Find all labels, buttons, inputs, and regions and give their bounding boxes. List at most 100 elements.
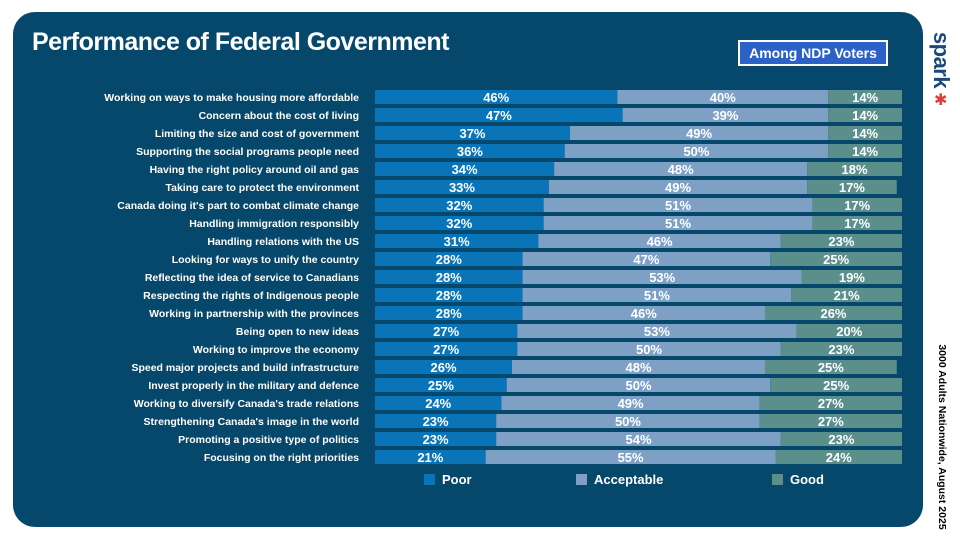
- category-label: Working to improve the economy: [193, 344, 359, 356]
- bar-poor: [375, 288, 523, 302]
- data-label-good: 25%: [823, 252, 849, 267]
- data-label-poor: 33%: [449, 180, 475, 195]
- bar-poor: [375, 198, 544, 212]
- data-label-acceptable: 50%: [625, 378, 651, 393]
- data-label-good: 14%: [852, 126, 878, 141]
- category-label: Handling immigration responsibly: [189, 218, 359, 230]
- bar-acceptable: [496, 414, 760, 428]
- data-label-poor: 28%: [436, 270, 462, 285]
- data-label-acceptable: 51%: [644, 288, 670, 303]
- category-label: Promoting a positive type of politics: [178, 434, 359, 446]
- bar-poor: [375, 162, 555, 176]
- category-label: Strengthening Canada's image in the worl…: [144, 416, 359, 428]
- bar-good: [780, 234, 902, 248]
- category-label: Focusing on the right priorities: [204, 452, 359, 464]
- data-label-good: 17%: [839, 180, 865, 195]
- bar-poor: [375, 144, 565, 158]
- data-label-acceptable: 40%: [710, 90, 736, 105]
- data-label-good: 21%: [834, 288, 860, 303]
- category-label: Speed major projects and build infrastru…: [131, 362, 359, 374]
- category-label: Supporting the social programs people ne…: [136, 146, 359, 158]
- data-label-good: 14%: [852, 144, 878, 159]
- data-label-poor: 27%: [433, 324, 459, 339]
- bar-poor: [375, 306, 523, 320]
- data-label-acceptable: 49%: [665, 180, 691, 195]
- data-label-poor: 28%: [436, 252, 462, 267]
- bar-poor: [375, 450, 486, 464]
- bar-acceptable: [622, 108, 829, 122]
- data-label-good: 24%: [826, 450, 852, 465]
- data-label-poor: 23%: [423, 432, 449, 447]
- data-label-good: 23%: [828, 234, 854, 249]
- bar-acceptable: [512, 360, 765, 374]
- bar-poor: [375, 396, 502, 410]
- data-label-poor: 28%: [436, 306, 462, 321]
- bar-good: [775, 450, 902, 464]
- category-label: Being open to new ideas: [236, 326, 359, 338]
- bar-acceptable: [522, 252, 771, 266]
- bar-acceptable: [554, 162, 808, 176]
- category-label: Working to diversify Canada's trade rela…: [134, 398, 359, 410]
- data-label-poor: 26%: [430, 360, 456, 375]
- data-label-acceptable: 51%: [665, 198, 691, 213]
- data-label-acceptable: 49%: [618, 396, 644, 411]
- bar-poor: [375, 234, 539, 248]
- legend-swatch-poor: [424, 474, 435, 485]
- bar-good: [807, 180, 897, 194]
- bar-good: [807, 162, 902, 176]
- legend-label-acceptable: Acceptable: [594, 472, 663, 487]
- data-label-acceptable: 50%: [615, 414, 641, 429]
- data-label-good: 25%: [823, 378, 849, 393]
- bar-acceptable: [617, 90, 829, 104]
- data-label-acceptable: 47%: [633, 252, 659, 267]
- data-label-good: 27%: [818, 396, 844, 411]
- bar-poor: [375, 432, 497, 446]
- bar-acceptable: [569, 126, 829, 140]
- data-label-acceptable: 48%: [625, 360, 651, 375]
- bar-good: [812, 216, 902, 230]
- bar-poor: [375, 180, 549, 194]
- bar-poor: [375, 324, 518, 338]
- category-label: Canada doing it's part to combat climate…: [117, 200, 359, 212]
- bar-acceptable: [522, 288, 792, 302]
- bar-good: [828, 144, 902, 158]
- spark-logo-star-icon: ✱: [934, 92, 948, 109]
- data-label-acceptable: 51%: [665, 216, 691, 231]
- data-label-acceptable: 54%: [625, 432, 651, 447]
- category-label: Taking care to protect the environment: [165, 182, 359, 194]
- category-label: Handling relations with the US: [207, 236, 359, 248]
- data-label-good: 25%: [818, 360, 844, 375]
- data-label-acceptable: 53%: [644, 324, 670, 339]
- bar-acceptable: [506, 378, 771, 392]
- data-label-good: 17%: [844, 198, 870, 213]
- bar-poor: [375, 126, 570, 140]
- bar-good: [791, 288, 902, 302]
- data-label-acceptable: 53%: [649, 270, 675, 285]
- bar-acceptable: [543, 216, 813, 230]
- bar-acceptable: [522, 270, 802, 284]
- bar-acceptable: [517, 342, 781, 356]
- data-label-poor: 31%: [444, 234, 470, 249]
- data-label-poor: 25%: [428, 378, 454, 393]
- data-label-poor: 23%: [423, 414, 449, 429]
- bar-acceptable: [485, 450, 776, 464]
- data-label-good: 26%: [820, 306, 846, 321]
- bar-good: [796, 324, 902, 338]
- data-label-acceptable: 46%: [647, 234, 673, 249]
- data-label-poor: 36%: [457, 144, 483, 159]
- bar-good: [759, 414, 902, 428]
- bar-good: [801, 270, 902, 284]
- bar-good: [764, 360, 897, 374]
- data-label-poor: 27%: [433, 342, 459, 357]
- data-label-poor: 37%: [459, 126, 485, 141]
- data-label-good: 20%: [836, 324, 862, 339]
- bar-good: [828, 108, 902, 122]
- legend-swatch-acceptable: [576, 474, 587, 485]
- audience-badge-label: Among NDP Voters: [740, 42, 886, 64]
- bar-good: [828, 126, 902, 140]
- data-label-acceptable: 50%: [683, 144, 709, 159]
- audience-badge: Among NDP Voters: [738, 40, 888, 66]
- bar-poor: [375, 108, 623, 122]
- data-label-good: 17%: [844, 216, 870, 231]
